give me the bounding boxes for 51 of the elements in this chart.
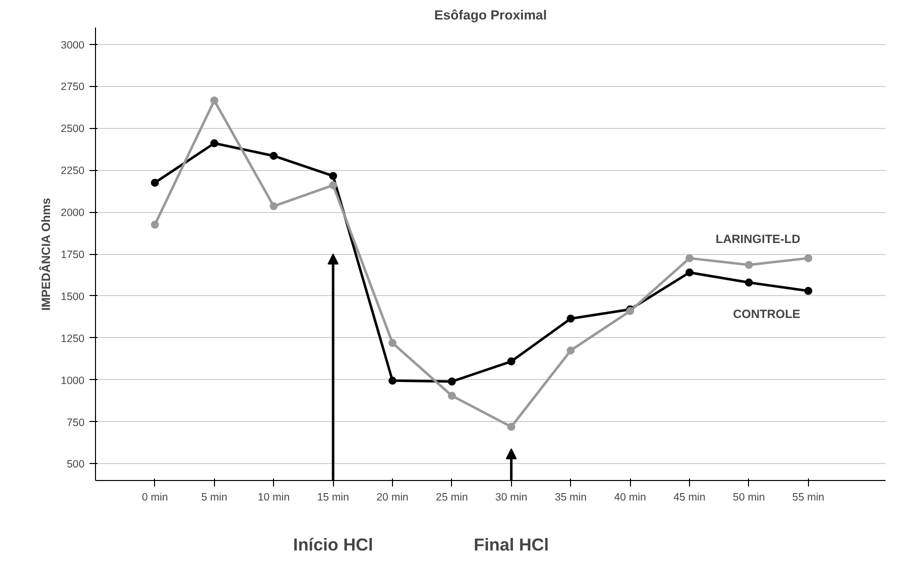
y-tick-label: 500 [66, 458, 85, 471]
point [210, 96, 218, 104]
chart-title: Esôfago Proximal [434, 8, 547, 22]
point [566, 314, 575, 323]
point [150, 220, 159, 229]
y-tick-label: 2750 [60, 81, 85, 94]
x-tick-label: 15 min [317, 492, 350, 504]
point [566, 346, 575, 354]
point [744, 278, 753, 287]
series-label: LARINGITE-LD [716, 232, 801, 246]
x-tick-label: 5 min [201, 492, 228, 504]
x-tick-label: 55 min [792, 492, 824, 504]
point [804, 286, 812, 295]
point [507, 357, 516, 366]
y-tick-label: 3000 [60, 39, 85, 52]
point [448, 392, 456, 400]
x-tick-label: 20 min [376, 492, 409, 504]
y-tick-label: 2000 [60, 207, 85, 220]
y-axis-title: IMPEDÂNCIA Ohms [38, 197, 53, 311]
point [507, 422, 516, 431]
point [270, 152, 278, 160]
x-tick-label: 40 min [614, 492, 646, 504]
y-tick-label: 1250 [60, 332, 85, 345]
text: Início HCl [293, 534, 374, 554]
point [388, 338, 396, 347]
x-tick-label: 45 min [673, 492, 706, 504]
point [329, 181, 338, 190]
x-tick-label: 30 min [495, 492, 528, 504]
point [210, 139, 218, 148]
point [744, 260, 753, 269]
point [804, 254, 812, 262]
y-tick-label: 750 [66, 416, 85, 429]
x-tick-label: 0 min [142, 492, 168, 504]
y-tick-label: 1500 [60, 290, 85, 303]
y-tick-label: 2250 [60, 165, 85, 178]
y-tick-label: 2500 [60, 123, 85, 136]
x-tick-label: 50 min [732, 492, 765, 504]
x-tick-label: 10 min [258, 492, 290, 504]
point [150, 178, 159, 187]
point [388, 376, 396, 385]
point [270, 202, 278, 210]
point [685, 268, 694, 276]
text: Final HCl [474, 534, 549, 554]
y-tick-label: 1000 [60, 374, 85, 387]
y-tick-label: 1750 [60, 249, 85, 261]
point [329, 172, 338, 180]
x-tick-label: 25 min [436, 492, 468, 504]
series-label: CONTROLE [732, 306, 800, 321]
point [448, 378, 456, 386]
x-tick-label: 35 min [554, 492, 587, 504]
point [685, 254, 694, 262]
